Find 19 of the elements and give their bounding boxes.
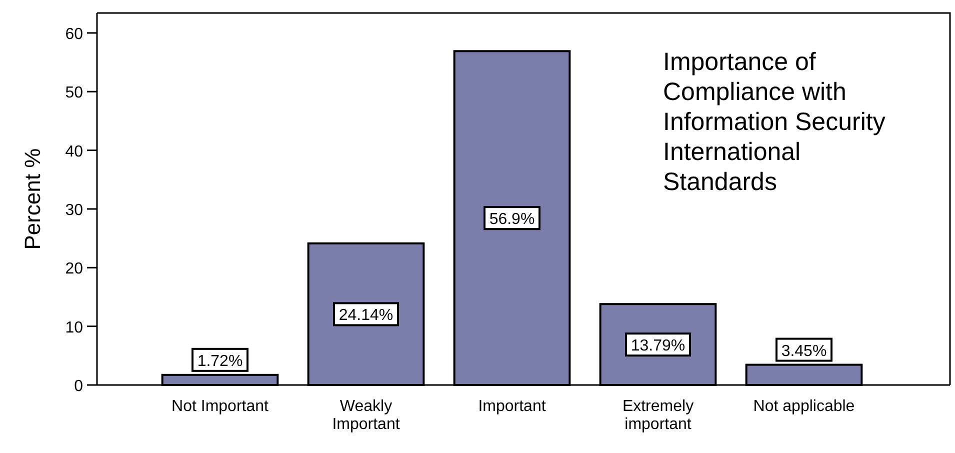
y-tick-label: 20 [65, 260, 84, 278]
data-label: 56.9% [489, 211, 535, 228]
x-tick-label: Not Important [172, 398, 270, 415]
x-tick-label: Extremely important [622, 398, 694, 433]
data-label: 3.45% [781, 342, 827, 360]
y-tick-label: 50 [65, 84, 84, 102]
data-label: 1.72% [197, 352, 243, 370]
y-axis-title: Percent % [20, 148, 45, 250]
data-label: 13.79% [630, 338, 686, 355]
data-label: 24.14% [338, 307, 394, 324]
x-tick-label: Important [478, 398, 546, 415]
y-tick-label: 10 [65, 319, 84, 336]
y-tick-label: 0 [74, 378, 84, 395]
text: Importance of Compliance with Information Security International Standards [663, 48, 886, 196]
y-tick-label: 30 [65, 202, 84, 219]
x-tick-label: Weakly Important [332, 398, 400, 433]
x-tick-label: Not applicable [753, 398, 855, 415]
y-tick-label: 40 [65, 143, 84, 160]
y-tick-label: 60 [65, 26, 84, 43]
